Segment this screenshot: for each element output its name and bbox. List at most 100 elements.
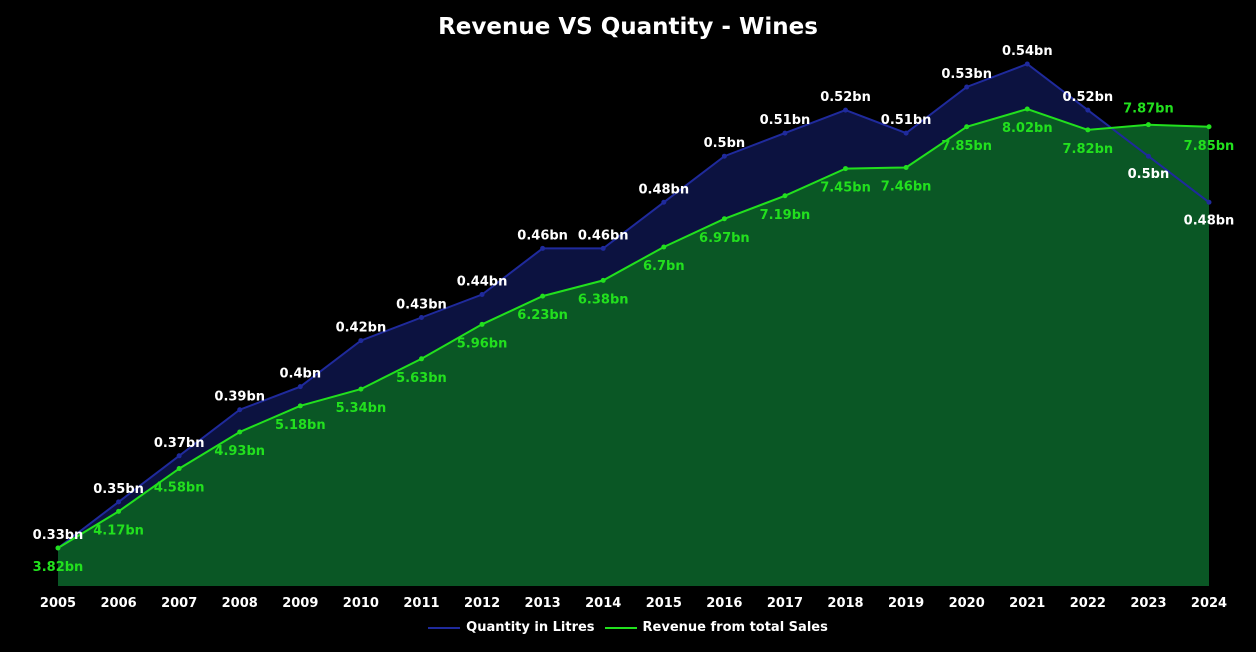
revenue-point-2023 bbox=[1145, 122, 1151, 128]
legend-item-revenue[interactable]: Revenue from total Sales bbox=[604, 620, 828, 635]
quantity-point-2008 bbox=[237, 407, 243, 413]
revenue-point-2008 bbox=[237, 429, 243, 435]
x-tick-label: 2018 bbox=[827, 596, 863, 611]
revenue-data-label: 6.97bn bbox=[699, 231, 750, 246]
quantity-data-label: 0.52bn bbox=[820, 90, 871, 105]
revenue-point-2024 bbox=[1206, 124, 1212, 130]
legend: Quantity in Litres Revenue from total Sa… bbox=[0, 620, 1256, 635]
quantity-point-2017 bbox=[782, 130, 788, 136]
x-tick-label: 2006 bbox=[100, 596, 136, 611]
x-tick-label: 2016 bbox=[706, 596, 742, 611]
quantity-point-2010 bbox=[358, 338, 364, 344]
revenue-data-label: 4.93bn bbox=[214, 444, 265, 459]
revenue-data-label: 7.82bn bbox=[1063, 142, 1114, 157]
quantity-data-label: 0.44bn bbox=[457, 274, 508, 289]
quantity-data-label: 0.5bn bbox=[1128, 167, 1170, 182]
quantity-data-label: 0.52bn bbox=[1063, 90, 1114, 105]
x-tick-label: 2020 bbox=[949, 596, 985, 611]
revenue-point-2010 bbox=[358, 386, 364, 392]
revenue-point-2009 bbox=[297, 403, 303, 409]
revenue-point-2005 bbox=[55, 545, 61, 551]
revenue-data-label: 5.34bn bbox=[336, 401, 387, 416]
legend-label-quantity: Quantity in Litres bbox=[466, 620, 595, 635]
quantity-point-2019 bbox=[903, 130, 909, 136]
revenue-point-2018 bbox=[843, 166, 849, 172]
x-tick-label: 2010 bbox=[343, 596, 379, 611]
quantity-data-label: 0.51bn bbox=[760, 113, 811, 128]
quantity-data-label: 0.46bn bbox=[578, 228, 629, 243]
x-tick-label: 2012 bbox=[464, 596, 500, 611]
revenue-point-2020 bbox=[964, 124, 970, 130]
revenue-point-2017 bbox=[782, 193, 788, 199]
x-tick-label: 2023 bbox=[1130, 596, 1166, 611]
revenue-data-label: 6.38bn bbox=[578, 292, 629, 307]
revenue-area bbox=[58, 109, 1209, 586]
quantity-point-2009 bbox=[297, 384, 303, 390]
revenue-point-2012 bbox=[479, 321, 485, 327]
revenue-point-2014 bbox=[600, 277, 606, 283]
legend-swatch-revenue bbox=[604, 626, 637, 629]
quantity-point-2013 bbox=[540, 245, 546, 251]
legend-item-quantity[interactable]: Quantity in Litres bbox=[428, 620, 595, 635]
revenue-point-2011 bbox=[418, 356, 424, 362]
x-tick-label: 2019 bbox=[888, 596, 924, 611]
revenue-point-2006 bbox=[116, 508, 122, 514]
quantity-point-2023 bbox=[1145, 153, 1151, 159]
revenue-data-label: 3.82bn bbox=[33, 560, 84, 575]
quantity-data-label: 0.5bn bbox=[704, 136, 746, 151]
quantity-data-label: 0.53bn bbox=[941, 67, 992, 82]
revenue-data-label: 5.18bn bbox=[275, 418, 326, 433]
quantity-data-label: 0.48bn bbox=[638, 182, 689, 197]
quantity-data-label: 0.51bn bbox=[881, 113, 932, 128]
quantity-data-label: 0.54bn bbox=[1002, 44, 1053, 59]
x-tick-label: 2013 bbox=[525, 596, 561, 611]
revenue-data-label: 7.19bn bbox=[760, 208, 811, 223]
quantity-point-2006 bbox=[116, 499, 122, 505]
quantity-point-2024 bbox=[1206, 199, 1212, 205]
revenue-data-label: 7.45bn bbox=[820, 181, 871, 196]
quantity-line bbox=[57, 62, 1210, 549]
x-tick-label: 2024 bbox=[1191, 596, 1227, 611]
x-tick-label: 2015 bbox=[646, 596, 682, 611]
revenue-data-label: 6.23bn bbox=[517, 308, 568, 323]
quantity-point-2014 bbox=[600, 245, 606, 251]
quantity-data-label: 0.35bn bbox=[93, 482, 144, 497]
revenue-data-label: 8.02bn bbox=[1002, 121, 1053, 136]
x-tick-label: 2014 bbox=[585, 596, 621, 611]
revenue-point-2016 bbox=[721, 216, 727, 222]
legend-label-revenue: Revenue from total Sales bbox=[642, 620, 828, 635]
x-tick-label: 2008 bbox=[222, 596, 258, 611]
quantity-point-2011 bbox=[418, 315, 424, 321]
revenue-point-2007 bbox=[176, 466, 182, 472]
quantity-point-2012 bbox=[479, 291, 485, 297]
quantity-data-label: 0.37bn bbox=[154, 436, 205, 451]
x-tick-label: 2022 bbox=[1070, 596, 1106, 611]
quantity-data-label: 0.4bn bbox=[280, 367, 322, 382]
revenue-data-label: 7.87bn bbox=[1123, 102, 1174, 117]
revenue-line bbox=[57, 107, 1210, 549]
quantity-data-label: 0.43bn bbox=[396, 298, 447, 313]
x-tick-label: 2011 bbox=[403, 596, 439, 611]
quantity-data-label: 0.46bn bbox=[517, 228, 568, 243]
quantity-data-label: 0.39bn bbox=[214, 390, 265, 405]
chart-title: Revenue VS Quantity - Wines bbox=[438, 14, 818, 40]
quantity-point-2015 bbox=[661, 199, 667, 205]
x-tick-label: 2017 bbox=[767, 596, 803, 611]
x-tick-label: 2009 bbox=[282, 596, 318, 611]
quantity-point-2007 bbox=[176, 453, 182, 459]
revenue-point-2015 bbox=[661, 244, 667, 250]
revenue-data-label: 5.96bn bbox=[457, 336, 508, 351]
x-tick-label: 2021 bbox=[1009, 596, 1045, 611]
revenue-point-2019 bbox=[903, 165, 909, 171]
quantity-data-label: 0.33bn bbox=[33, 528, 84, 543]
revenue-point-2022 bbox=[1085, 127, 1091, 133]
revenue-data-label: 7.85bn bbox=[1184, 139, 1235, 154]
revenue-data-label: 4.58bn bbox=[154, 481, 205, 496]
revenue-data-label: 6.7bn bbox=[643, 259, 685, 274]
quantity-point-2021 bbox=[1024, 61, 1030, 67]
quantity-point-2022 bbox=[1085, 107, 1091, 113]
x-tick-label: 2007 bbox=[161, 596, 197, 611]
quantity-data-label: 0.48bn bbox=[1184, 213, 1235, 228]
quantity-point-2016 bbox=[721, 153, 727, 159]
